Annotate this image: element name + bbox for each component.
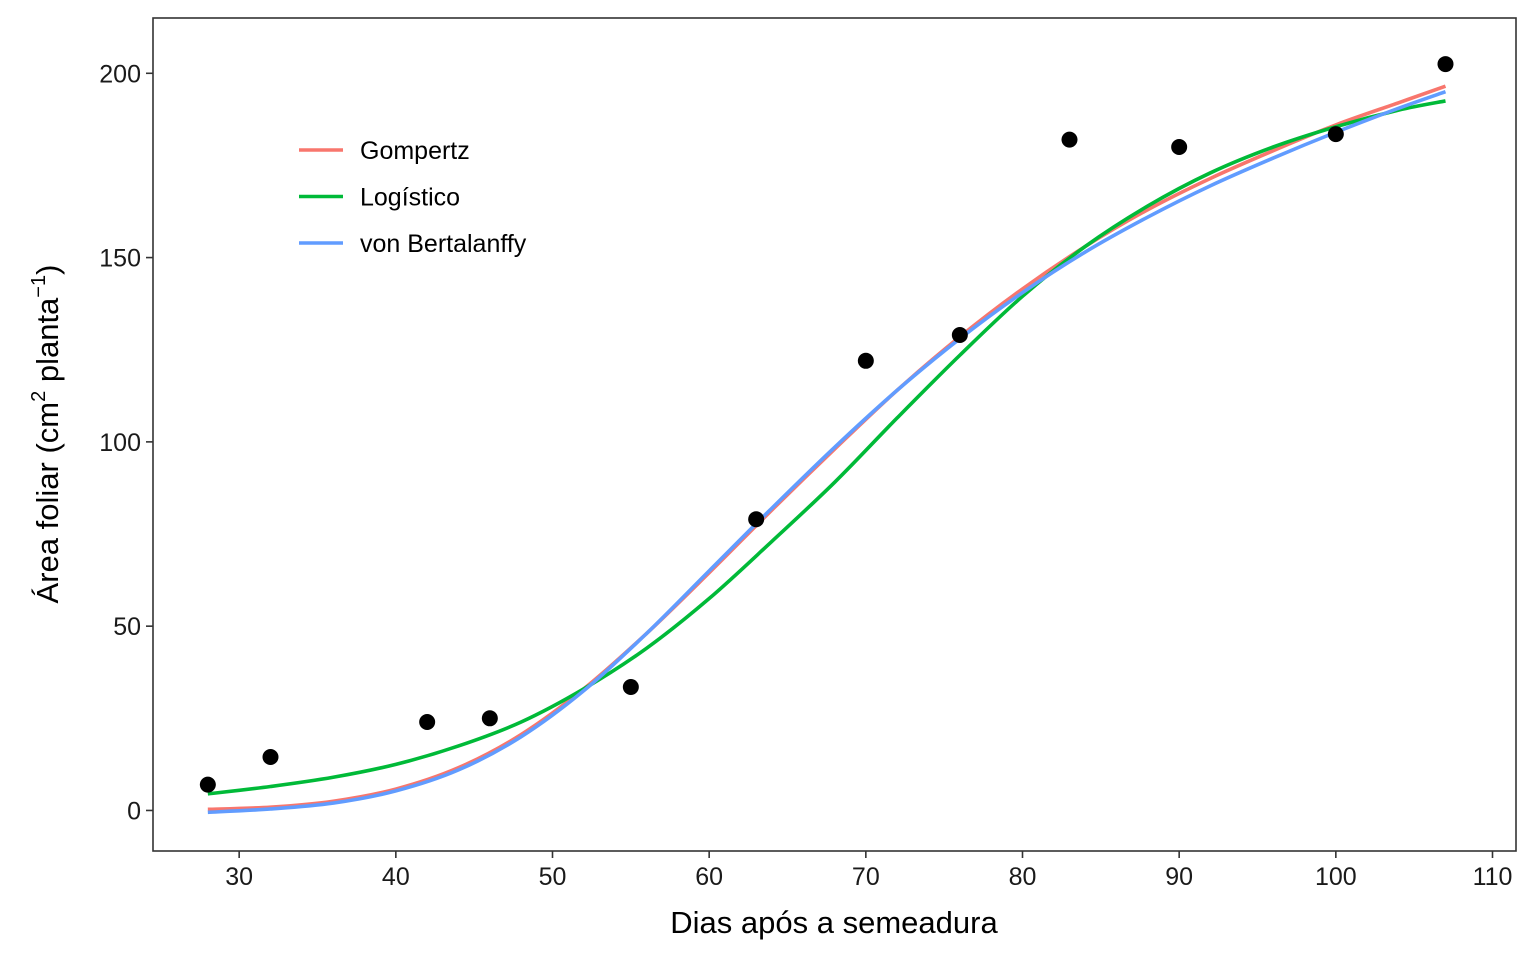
observed-point: [1171, 139, 1188, 156]
y-axis-title-middle: planta: [30, 297, 65, 391]
y-tick-label-50: 50: [113, 613, 141, 641]
observed-point: [1437, 56, 1454, 73]
y-axis-title-prefix: Área foliar (cm: [30, 402, 65, 604]
observed-point: [1061, 131, 1078, 148]
curve-series-1: [207, 99, 1446, 796]
legend-label-0: Gompertz: [360, 137, 470, 165]
observed-point: [262, 749, 279, 766]
x-tick-label-80: 80: [1009, 863, 1037, 891]
x-axis: 30 40 50 60 70 80 90 100 110: [225, 851, 1512, 891]
y-axis: 0 50 100 150 200: [99, 60, 153, 825]
observed-point: [199, 776, 216, 793]
y-tick-label-100: 100: [99, 429, 141, 457]
y-tick-label-150: 150: [99, 245, 141, 273]
x-tick-label-30: 30: [225, 863, 253, 891]
curve-series-2: [207, 90, 1447, 815]
observed-points: [199, 56, 1454, 793]
legend-label-2: von Bertalanffy: [360, 230, 527, 258]
x-tick-label-70: 70: [852, 863, 880, 891]
y-tick-label-0: 0: [127, 797, 141, 825]
legend-label-1: Logístico: [360, 184, 460, 212]
y-axis-title-sup-2: −1: [28, 275, 50, 298]
x-tick-label-100: 100: [1315, 863, 1357, 891]
x-tick-label-50: 50: [539, 863, 567, 891]
x-tick-label-40: 40: [382, 863, 410, 891]
observed-point: [622, 678, 639, 695]
x-axis-title: Dias após a semeadura: [670, 905, 998, 940]
observed-point: [951, 326, 968, 343]
y-axis-title: Área foliar (cm2 planta−1): [28, 265, 65, 604]
y-axis-title-sup-1: 2: [28, 391, 50, 402]
fitted-curves: [207, 84, 1447, 815]
x-tick-label-110: 110: [1473, 863, 1513, 891]
observed-point: [1327, 126, 1344, 143]
observed-point: [419, 713, 436, 730]
y-tick-label-200: 200: [99, 60, 141, 88]
observed-point: [748, 511, 765, 528]
x-tick-label-60: 60: [695, 863, 723, 891]
legend: Gompertz Logístico von Bertalanffy: [299, 137, 527, 258]
plot-panel-border: [152, 17, 1517, 852]
observed-point: [857, 352, 874, 369]
x-tick-label-90: 90: [1165, 863, 1193, 891]
observed-point: [481, 710, 498, 727]
y-axis-title-suffix: ): [30, 265, 65, 275]
